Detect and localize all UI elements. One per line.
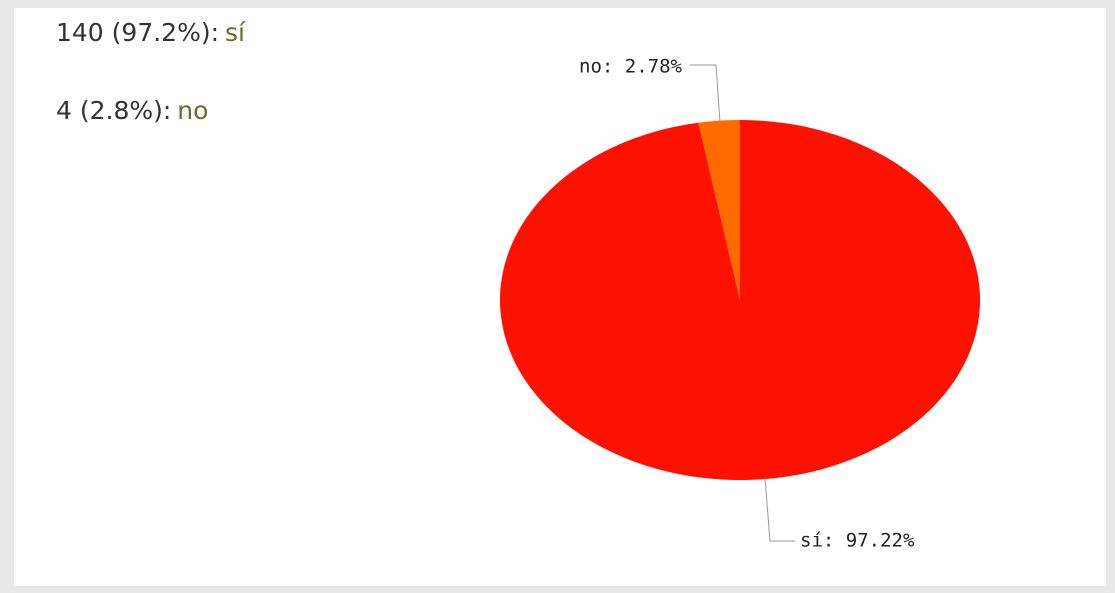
summary-text: 140 (97.2%):	[56, 18, 220, 47]
pie-slice	[698, 120, 740, 300]
slice-label: no: 2.78%	[579, 56, 683, 78]
summary-text: 4 (2.8%):	[56, 96, 172, 125]
summary-item: 140 (97.2%): sí	[56, 18, 245, 47]
leader-line	[764, 477, 795, 542]
leader-line	[690, 64, 721, 123]
summary-answer: sí	[225, 18, 245, 47]
slice-label: sí: 97.22%	[800, 530, 915, 552]
summary-item: 4 (2.8%): no	[56, 96, 208, 125]
summary-answer: no	[177, 96, 209, 125]
